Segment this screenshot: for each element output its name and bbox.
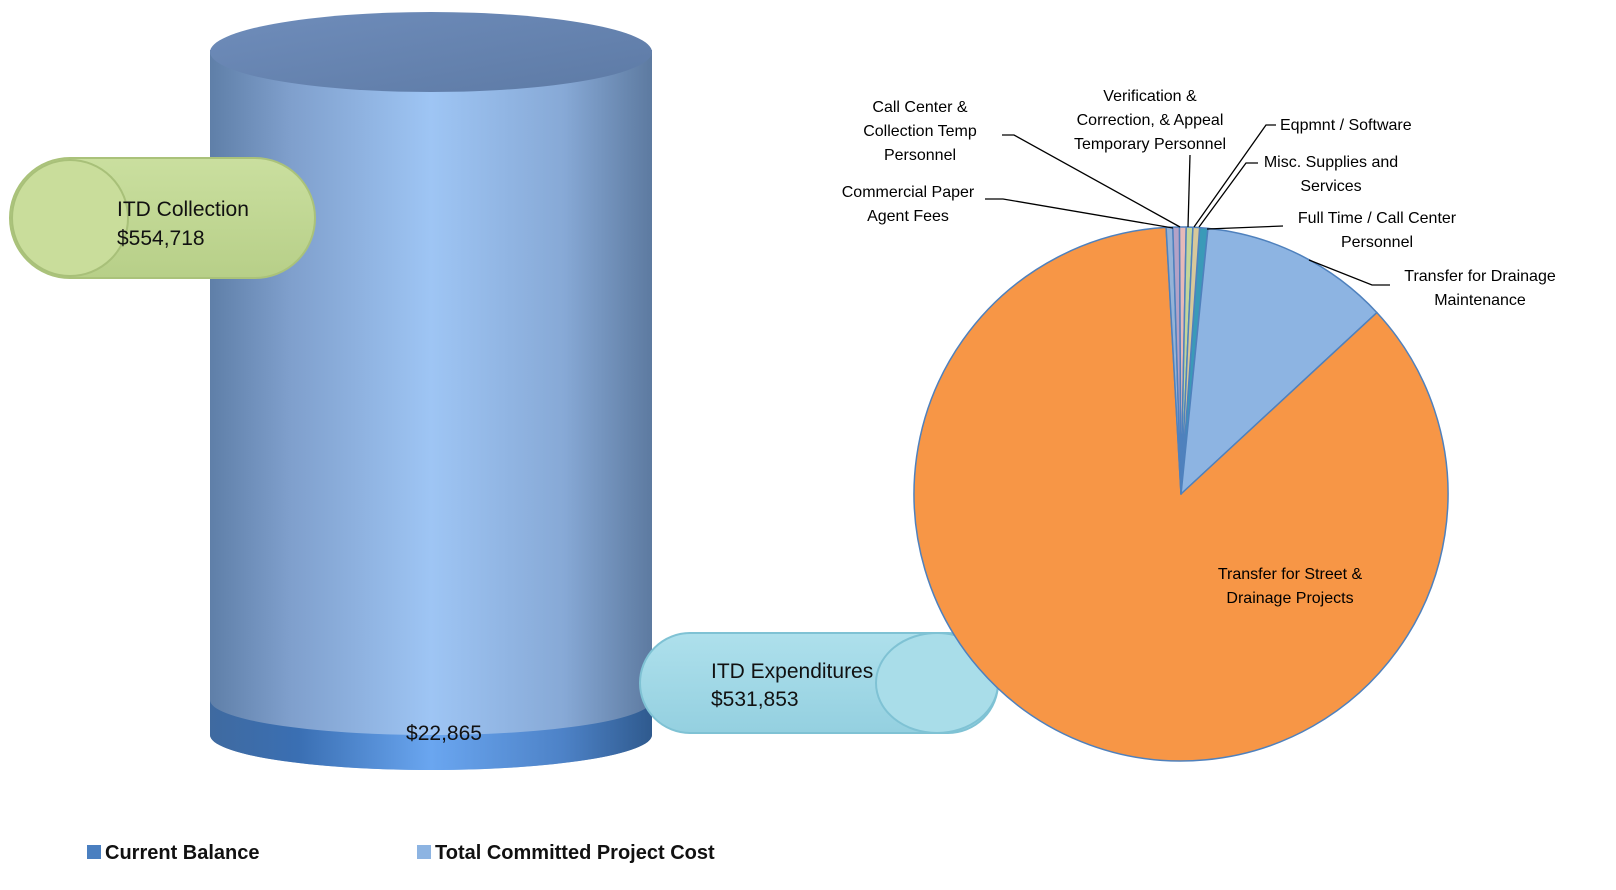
expenditure-pie-chart	[914, 227, 1448, 761]
legend-label-current-balance: Current Balance	[105, 842, 260, 864]
itd-expenditures-label: ITD Expenditures	[711, 660, 873, 683]
cylinder-body-committed	[210, 50, 652, 770]
pie-label-6: Eqpmnt / Software	[1280, 117, 1412, 134]
itd-collection-value: $554,718	[117, 227, 205, 250]
legend-swatch-current-balance	[87, 845, 101, 859]
pie-label-7: Misc. Supplies and Services	[1264, 154, 1398, 195]
itd-expenditures-value: $531,853	[711, 688, 799, 711]
legend: Current Balance Total Committed Project …	[87, 842, 715, 864]
pie-leader-line-3	[985, 199, 1173, 228]
pie-leader-line-0	[1207, 226, 1283, 229]
legend-swatch-committed-cost	[417, 845, 431, 859]
pie-label-1: Transfer for Drainage Maintenance	[1404, 268, 1556, 309]
pie-label-0: Full Time / Call Center Personnel	[1298, 210, 1457, 251]
cylinder-chart: $22,865	[210, 12, 652, 770]
itd-collection-callout: ITD Collection $554,718	[10, 158, 315, 278]
pie-label-3: Commercial Paper Agent Fees	[842, 184, 975, 225]
cylinder-top-face	[210, 12, 652, 92]
itd-collection-label: ITD Collection	[117, 198, 249, 221]
legend-label-committed-cost: Total Committed Project Cost	[435, 842, 715, 864]
pie-leader-line-7	[1199, 163, 1258, 227]
itd-expenditures-callout: ITD Expenditures $531,853	[640, 633, 998, 733]
pie-leader-line-5	[1188, 155, 1190, 227]
pie-label-5: Verification & Correction, & Appeal Tempor…	[1074, 88, 1226, 153]
itd-collection-pill-end	[12, 160, 128, 276]
pie-label-4: Call Center & Collection Temp Personnel	[863, 99, 977, 164]
current-balance-value-label: $22,865	[406, 722, 482, 745]
